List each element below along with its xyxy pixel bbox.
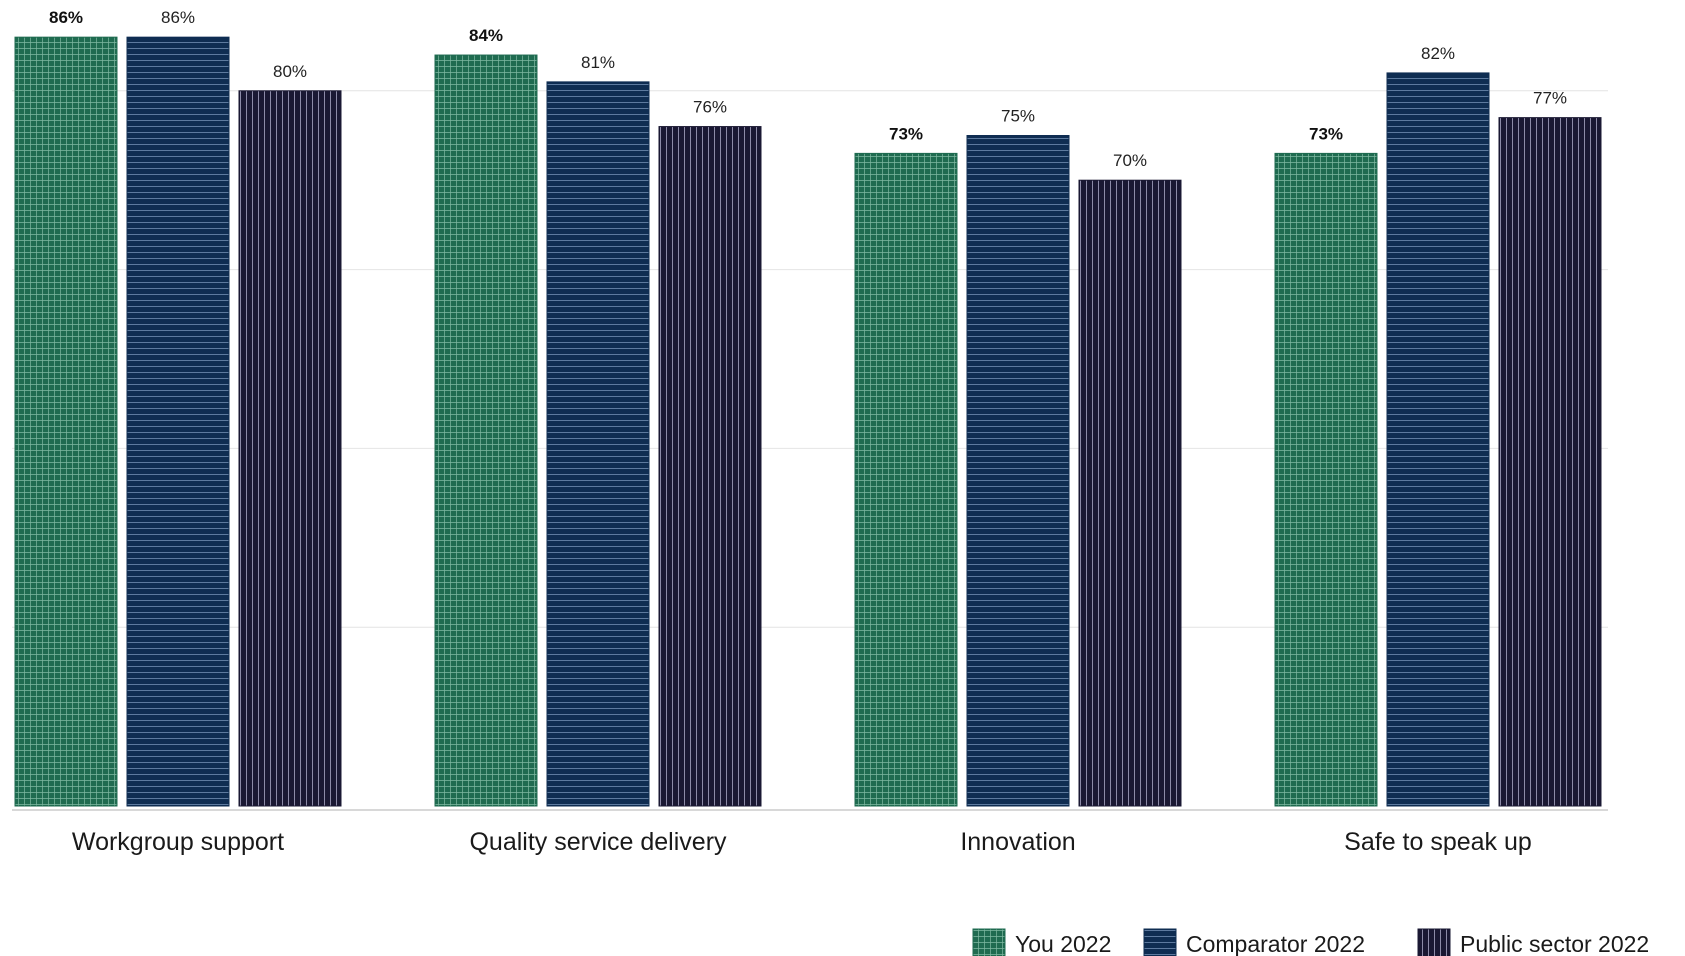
bar-you-2022-innovation — [855, 153, 957, 806]
legend-swatch-you-2022 — [973, 929, 1005, 956]
category-label-workgroup-support: Workgroup support — [72, 828, 284, 856]
legend: You 2022 Comparator 2022 Public sector 202… — [973, 929, 1649, 956]
bars — [15, 37, 1601, 806]
value-label-public-sector-2022-safe-to-speak-up: 77% — [1533, 89, 1567, 108]
value-label-public-sector-2022-quality-service-delivery: 76% — [693, 98, 727, 117]
legend-item-public-sector-2022: Public sector 2022 — [1418, 929, 1649, 956]
value-label-you-2022-innovation: 73% — [889, 124, 923, 143]
bar-comparator-2022-safe-to-speak-up — [1387, 73, 1489, 806]
legend-swatch-public-sector-2022 — [1418, 929, 1450, 956]
bar-public-sector-2022-workgroup-support — [239, 91, 341, 806]
legend-label-comparator-2022: Comparator 2022 — [1186, 931, 1365, 956]
value-label-you-2022-workgroup-support: 86% — [49, 8, 83, 27]
value-label-you-2022-quality-service-delivery: 84% — [469, 26, 503, 45]
legend-label-you-2022: You 2022 — [1015, 931, 1111, 956]
category-label-safe-to-speak-up: Safe to speak up — [1344, 828, 1532, 856]
bar-you-2022-workgroup-support — [15, 37, 117, 806]
value-label-comparator-2022-quality-service-delivery: 81% — [581, 53, 615, 72]
category-label-innovation: Innovation — [960, 828, 1075, 856]
bar-you-2022-quality-service-delivery — [435, 55, 537, 806]
value-label-public-sector-2022-innovation: 70% — [1113, 151, 1147, 170]
bar-comparator-2022-workgroup-support — [127, 37, 229, 806]
bar-public-sector-2022-safe-to-speak-up — [1499, 118, 1601, 806]
value-label-comparator-2022-workgroup-support: 86% — [161, 8, 195, 27]
category-labels: Workgroup support Quality service deliver… — [72, 828, 1532, 856]
bar-you-2022-safe-to-speak-up — [1275, 153, 1377, 806]
value-label-public-sector-2022-workgroup-support: 80% — [273, 62, 307, 81]
value-label-you-2022-safe-to-speak-up: 73% — [1309, 124, 1343, 143]
bar-public-sector-2022-innovation — [1079, 180, 1181, 806]
category-label-quality-service-delivery: Quality service delivery — [469, 828, 727, 856]
value-label-comparator-2022-innovation: 75% — [1001, 107, 1035, 126]
legend-label-public-sector-2022: Public sector 2022 — [1460, 931, 1649, 956]
bar-public-sector-2022-quality-service-delivery — [659, 127, 761, 806]
bar-comparator-2022-quality-service-delivery — [547, 82, 649, 806]
legend-swatch-comparator-2022 — [1144, 929, 1176, 956]
legend-item-you-2022: You 2022 — [973, 929, 1111, 956]
legend-item-comparator-2022: Comparator 2022 — [1144, 929, 1365, 956]
bar-comparator-2022-innovation — [967, 136, 1069, 807]
value-label-comparator-2022-safe-to-speak-up: 82% — [1421, 44, 1455, 63]
